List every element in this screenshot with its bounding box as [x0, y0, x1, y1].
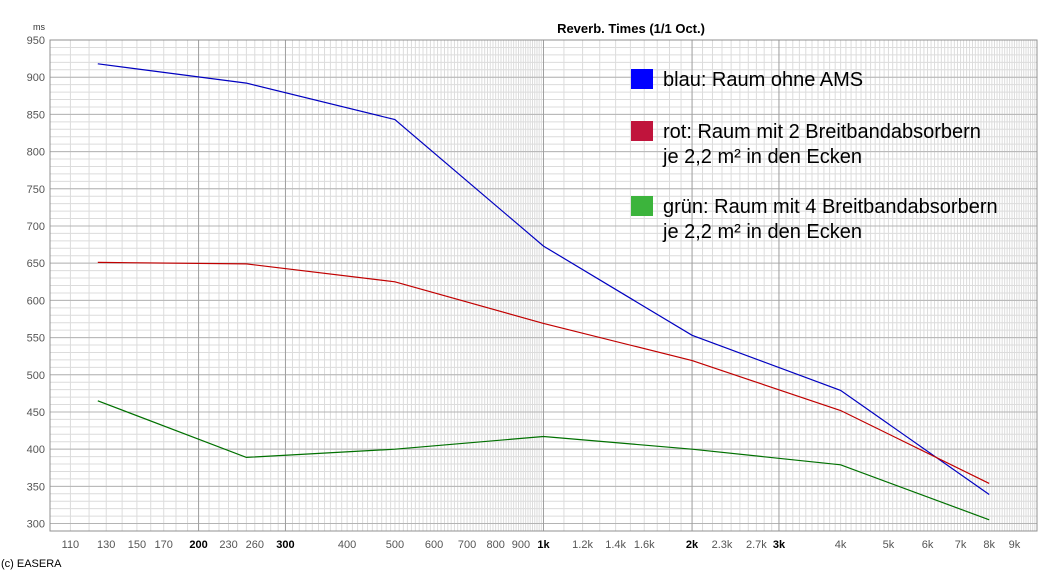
x-tick-label: 600: [425, 539, 443, 551]
legend: blau: Raum ohne AMS rot: Raum mit 2 Breit…: [631, 69, 998, 243]
legend-label-2: je 2,2 m² in den Ecken: [662, 146, 862, 168]
x-tick-label: 700: [458, 539, 476, 551]
legend-swatch-3: [631, 196, 653, 216]
series-line-3: [97, 400, 990, 521]
y-tick-label: 800: [27, 147, 45, 159]
legend-label-3: je 2,2 m² in den Ecken: [662, 221, 862, 243]
grid: [49, 39, 1038, 532]
y-tick-label: 950: [27, 35, 45, 47]
y-axis-unit: ms: [33, 22, 45, 32]
chart-title: Reverb. Times (1/1 Oct.): [557, 21, 705, 36]
y-tick-label: 850: [27, 109, 45, 121]
y-tick-label: 400: [27, 444, 45, 456]
x-tick-label: 6k: [922, 539, 934, 551]
x-tick-label: 1k: [537, 539, 550, 551]
series-lines: [97, 63, 990, 521]
x-tick-label: 260: [246, 539, 264, 551]
x-tick-label: 5k: [883, 539, 895, 551]
x-tick-label: 7k: [955, 539, 967, 551]
x-tick-label: 300: [276, 539, 294, 551]
series-line-1: [97, 63, 990, 495]
legend-label-3: grün: Raum mit 4 Breitbandabsorbern: [663, 196, 998, 218]
legend-label-1: blau: Raum ohne AMS: [663, 69, 863, 91]
x-tick-label: 500: [386, 539, 404, 551]
x-tick-label: 4k: [835, 539, 847, 551]
x-tick-label: 9k: [1009, 539, 1021, 551]
series-line-2: [97, 261, 990, 484]
legend-label-2: rot: Raum mit 2 Breitbandabsorbern: [663, 121, 981, 143]
y-tick-label: 550: [27, 333, 45, 345]
x-tick-label: 230: [219, 539, 237, 551]
x-tick-label: 8k: [983, 539, 995, 551]
x-tick-label: 170: [155, 539, 173, 551]
y-tick-label: 900: [27, 72, 45, 84]
x-tick-label: 110: [62, 539, 80, 551]
y-tick-label: 750: [27, 184, 45, 196]
x-tick-label: 130: [97, 539, 115, 551]
y-tick-label: 450: [27, 407, 45, 419]
y-axis-ticks: 300 350 400 450 500 550 600 650 700 750 800 850 900 9…: [27, 35, 45, 531]
y-tick-label: 500: [27, 370, 45, 382]
x-tick-label: 1.2k: [572, 539, 593, 551]
copyright: (c) EASERA: [1, 558, 62, 570]
plot-frame: [49, 39, 1038, 532]
y-tick-label: 350: [27, 481, 45, 493]
x-tick-label: 1.4k: [605, 539, 626, 551]
x-axis-ticks: 110 130 150 170 200 230 260 300 400 500 600 700 800 9…: [62, 539, 1021, 551]
x-tick-label: 150: [128, 539, 146, 551]
x-tick-label: 2.7k: [746, 539, 767, 551]
y-tick-label: 650: [27, 258, 45, 270]
legend-swatch-2: [631, 121, 653, 141]
x-tick-label: 900: [512, 539, 530, 551]
x-tick-label: 200: [189, 539, 207, 551]
y-tick-label: 700: [27, 221, 45, 233]
x-tick-label: 400: [338, 539, 356, 551]
x-tick-label: 3k: [773, 539, 786, 551]
x-tick-label: 1.6k: [634, 539, 655, 551]
y-tick-label: 300: [27, 519, 45, 531]
x-tick-label: 2k: [686, 539, 699, 551]
x-tick-label: 800: [486, 539, 504, 551]
legend-swatch-1: [631, 69, 653, 89]
y-tick-label: 600: [27, 295, 45, 307]
x-tick-label: 2.3k: [712, 539, 733, 551]
